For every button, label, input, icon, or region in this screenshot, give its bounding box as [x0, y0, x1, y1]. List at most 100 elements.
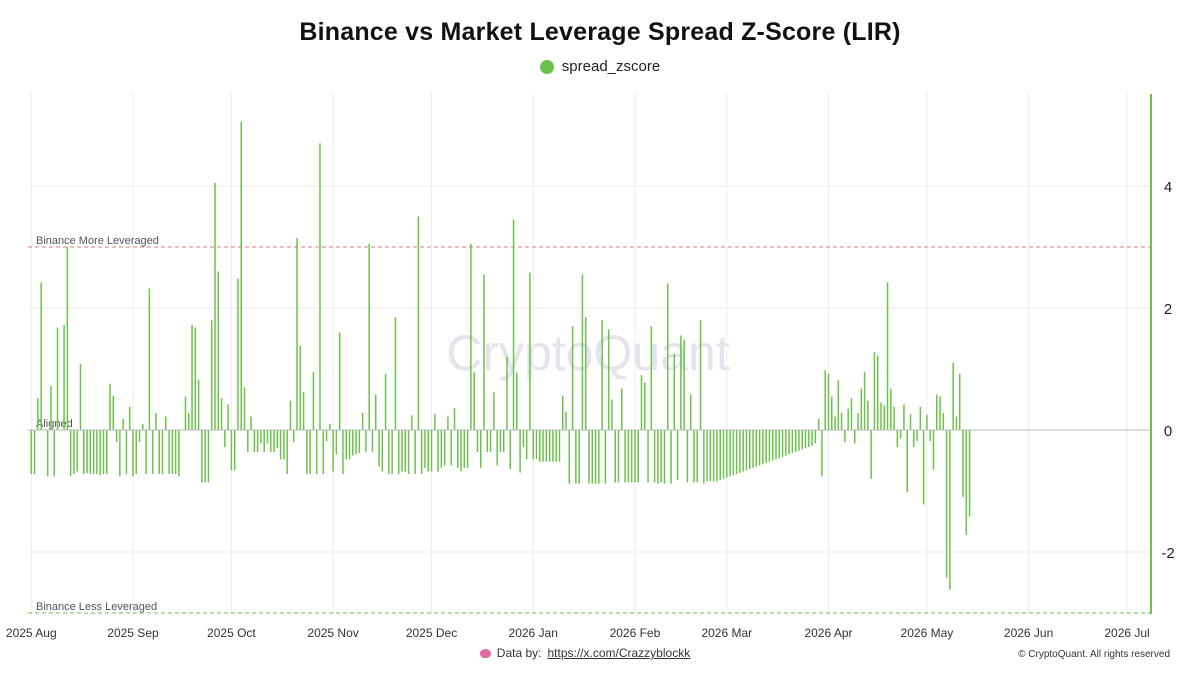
bar	[670, 430, 672, 484]
bar	[119, 430, 121, 477]
bar	[621, 388, 623, 430]
bar	[502, 430, 505, 452]
bar	[79, 364, 82, 430]
bar	[499, 430, 502, 452]
bar	[437, 430, 439, 472]
bar	[860, 388, 863, 430]
bar	[640, 375, 643, 430]
y-tick-label: 4	[1164, 179, 1172, 196]
bar	[479, 430, 482, 468]
data-credit: Data by: https://x.com/Crazzyblockk	[0, 646, 1170, 660]
bar	[463, 430, 466, 468]
bar	[850, 398, 853, 430]
bar	[693, 430, 695, 483]
bar	[906, 430, 908, 493]
bar	[283, 430, 285, 460]
bar	[745, 430, 748, 471]
bar	[680, 335, 682, 430]
bar	[647, 430, 649, 483]
bar	[781, 430, 784, 457]
bar	[729, 430, 731, 477]
data-credit-link[interactable]: https://x.com/Crazzyblockk	[547, 646, 691, 660]
bar	[250, 416, 252, 430]
bar	[112, 395, 115, 430]
bar	[732, 430, 735, 476]
bar	[876, 355, 879, 430]
x-tick-label: 2025 Aug	[6, 626, 57, 640]
bar	[240, 121, 242, 430]
bar	[296, 237, 298, 430]
bar	[936, 394, 938, 430]
bar	[319, 143, 321, 431]
bar	[945, 430, 948, 578]
bar	[325, 430, 328, 441]
bar	[450, 430, 452, 466]
bar	[958, 373, 961, 430]
bar	[890, 388, 892, 430]
bar	[801, 430, 803, 450]
bar	[270, 430, 272, 452]
bar	[909, 414, 912, 430]
bar	[571, 326, 574, 430]
x-tick-label: 2026 Jan	[509, 626, 558, 640]
bar	[512, 219, 515, 430]
bar	[414, 430, 416, 474]
bar	[453, 408, 456, 430]
bar	[506, 356, 508, 430]
bar	[266, 430, 269, 444]
bar	[847, 408, 849, 430]
bar	[109, 383, 111, 430]
bar	[542, 430, 544, 462]
bar	[411, 415, 413, 430]
chart-title: Binance vs Market Leverage Spread Z-Scor…	[299, 18, 901, 46]
bar	[663, 430, 666, 484]
bar	[50, 386, 52, 430]
x-tick-label: 2026 Jul	[1104, 626, 1149, 640]
bar	[932, 430, 935, 470]
bar	[420, 430, 423, 474]
bar	[53, 430, 55, 477]
bar	[831, 396, 833, 430]
bar	[299, 345, 302, 430]
bar	[837, 379, 840, 430]
bar	[857, 412, 859, 430]
bar	[188, 412, 190, 430]
bar	[40, 282, 42, 430]
bar	[644, 382, 646, 430]
bar	[56, 327, 59, 430]
bar	[726, 430, 728, 478]
x-tick-label: 2026 Feb	[610, 626, 661, 640]
data-credit-prefix: Data by:	[496, 646, 542, 660]
bar	[696, 430, 699, 483]
bar	[939, 396, 941, 430]
bar	[194, 327, 197, 430]
bar	[624, 430, 626, 483]
bar	[457, 430, 459, 468]
bar	[903, 404, 905, 430]
bar	[896, 430, 899, 448]
bar	[384, 373, 387, 430]
bar	[545, 430, 548, 462]
bar	[922, 430, 925, 505]
bar	[375, 394, 377, 430]
bar	[634, 430, 636, 483]
bar	[125, 430, 128, 474]
bar	[447, 416, 449, 430]
chart-legend[interactable]: spread_zscore	[0, 58, 1200, 75]
bar	[719, 430, 721, 481]
bar	[968, 430, 971, 517]
x-tick-label: 2026 Mar	[701, 626, 752, 640]
bar	[617, 430, 620, 483]
watermark-text: CryptoQuant	[446, 325, 730, 381]
bar	[210, 320, 213, 430]
bar	[558, 430, 561, 462]
bar	[791, 430, 794, 454]
bar	[821, 430, 823, 477]
bar	[145, 430, 147, 474]
bar	[532, 430, 534, 460]
bar	[804, 430, 807, 449]
bar	[798, 430, 800, 451]
bar	[493, 392, 495, 430]
bar	[552, 430, 554, 462]
